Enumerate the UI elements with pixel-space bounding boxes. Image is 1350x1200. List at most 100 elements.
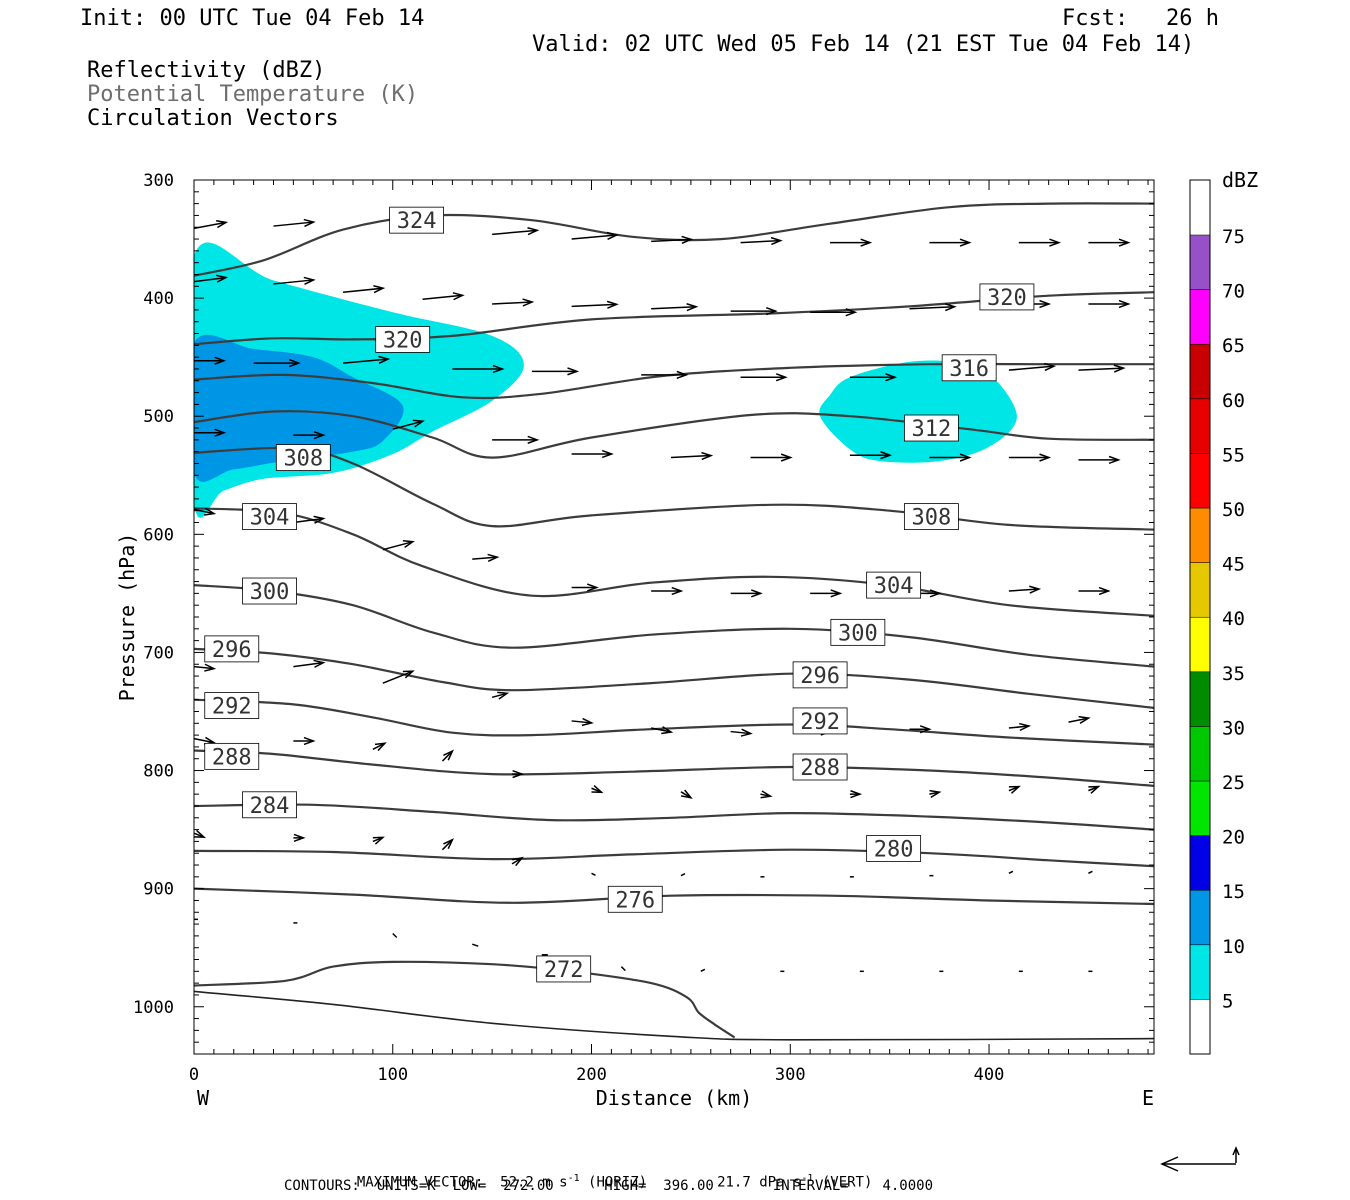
circulation-vector <box>740 236 783 246</box>
circulation-vector <box>441 749 454 762</box>
contour-label-296: 296 <box>792 661 848 689</box>
circulation-vector <box>830 238 873 247</box>
max-vector-horiz-exp: -1 <box>567 1173 580 1184</box>
x-tick-label: 300 <box>775 1065 806 1085</box>
circulation-vector <box>531 367 580 376</box>
circulation-vector <box>492 227 540 236</box>
colorbar-swatch <box>1189 398 1211 454</box>
circulation-vector <box>1088 785 1101 794</box>
svg-text:280: 280 <box>874 837 914 862</box>
circulation-vector <box>194 428 227 437</box>
y-tick-label: 300 <box>143 171 174 191</box>
circulation-vector <box>1078 364 1126 373</box>
contour-label-296: 296 <box>204 635 260 663</box>
svg-text:284: 284 <box>250 794 290 819</box>
reflectivity-10dbz-area <box>194 334 404 482</box>
max-vector-horiz-suffix: (HORIZ) <box>579 1174 648 1191</box>
circulation-vector <box>591 872 596 876</box>
circulation-vector <box>511 856 524 867</box>
svg-text:308: 308 <box>912 506 952 531</box>
contour-label-320: 320 <box>375 326 431 353</box>
circulation-vector <box>700 968 706 972</box>
circulation-vector <box>293 833 306 842</box>
circulation-vector <box>293 736 316 746</box>
theta-contour-304 <box>194 507 1154 617</box>
max-vector-vert-suffix: (VERT) <box>813 1174 873 1191</box>
colorbar-swatch <box>1189 889 1211 946</box>
circulation-vector <box>571 300 619 309</box>
contour-label-308: 308 <box>903 503 959 531</box>
theta-contour-296 <box>194 647 1154 709</box>
circulation-vector <box>740 373 788 382</box>
colorbar-label: 40 <box>1222 608 1245 630</box>
colorbar-label: 15 <box>1222 881 1245 903</box>
contour-label-284: 284 <box>242 791 297 819</box>
x-axis-label: Distance (km) <box>596 1086 753 1110</box>
circulation-vector <box>620 966 626 972</box>
theta-contour-308 <box>194 446 1154 531</box>
x-tick-label: 200 <box>576 1065 607 1085</box>
circulation-vector <box>929 453 972 462</box>
circulation-vector <box>651 303 699 312</box>
circulation-vector <box>512 769 525 779</box>
contour-label-316: 316 <box>941 354 997 382</box>
colorbar-label: 65 <box>1222 335 1245 357</box>
x-tick-label: 100 <box>377 1065 408 1085</box>
colorbar-label: 50 <box>1222 499 1245 521</box>
circulation-vector <box>750 453 793 462</box>
colorbar-label: 55 <box>1222 444 1245 466</box>
colorbar-swatch <box>1189 726 1211 782</box>
colorbar-swatch <box>1189 453 1211 509</box>
circulation-vector <box>929 238 972 247</box>
circulation-vector <box>372 742 387 752</box>
circulation-vector <box>730 589 763 598</box>
circulation-vector <box>382 540 415 551</box>
colorbar-label: 25 <box>1222 772 1245 794</box>
circulation-vector <box>194 829 207 838</box>
svg-text:308: 308 <box>283 447 323 472</box>
y-tick-label: 400 <box>143 289 174 309</box>
field-circulation-vectors: Circulation Vectors <box>87 106 339 131</box>
circulation-vector <box>492 435 540 444</box>
x-axis-west-label: W <box>197 1086 210 1110</box>
contour-label-324: 324 <box>389 206 445 234</box>
y-tick-label: 600 <box>143 525 174 545</box>
circulation-vector <box>1008 453 1052 462</box>
field-reflectivity: Reflectivity (dBZ) <box>87 58 326 83</box>
svg-text:320: 320 <box>987 286 1027 311</box>
field-potential-temperature: Potential Temperature (K) <box>87 82 419 107</box>
contour-label-304: 304 <box>866 571 922 599</box>
circulation-vector <box>372 836 385 845</box>
contour-label-320: 320 <box>979 283 1035 311</box>
svg-text:316: 316 <box>949 357 989 382</box>
circulation-vector <box>1008 785 1021 794</box>
circulation-vector <box>472 553 500 562</box>
colorbar-label: 5 <box>1222 990 1233 1012</box>
circulation-vector <box>1088 299 1131 309</box>
svg-text:304: 304 <box>874 574 914 599</box>
circulation-vector <box>1008 585 1042 594</box>
contour-label-308: 308 <box>275 444 331 472</box>
circulation-vector <box>909 303 957 312</box>
colorbar-frame <box>1189 179 1211 1055</box>
theta-contour-284 <box>194 803 1154 831</box>
circulation-vector <box>1018 238 1062 247</box>
circulation-vector <box>1008 362 1057 372</box>
y-tick-label: 500 <box>143 407 174 427</box>
circulation-vector <box>491 691 510 700</box>
circulation-vector <box>1008 870 1014 874</box>
svg-text:296: 296 <box>800 664 840 689</box>
circulation-vector <box>849 373 898 382</box>
colorbar-label: 35 <box>1222 663 1245 685</box>
circulation-vector <box>670 451 714 461</box>
forecast-label: Fcst: <box>1062 6 1129 31</box>
contour-label-312: 312 <box>903 414 959 442</box>
circulation-vector <box>571 583 599 592</box>
colorbar-label: 70 <box>1222 281 1245 303</box>
theta-contour-292 <box>194 698 1154 746</box>
colorbar-label: 75 <box>1222 226 1245 248</box>
theta-contour-280 <box>194 848 1154 868</box>
circulation-vector <box>650 726 674 735</box>
colorbar-swatch <box>1189 944 1211 1000</box>
svg-text:276: 276 <box>615 888 655 913</box>
